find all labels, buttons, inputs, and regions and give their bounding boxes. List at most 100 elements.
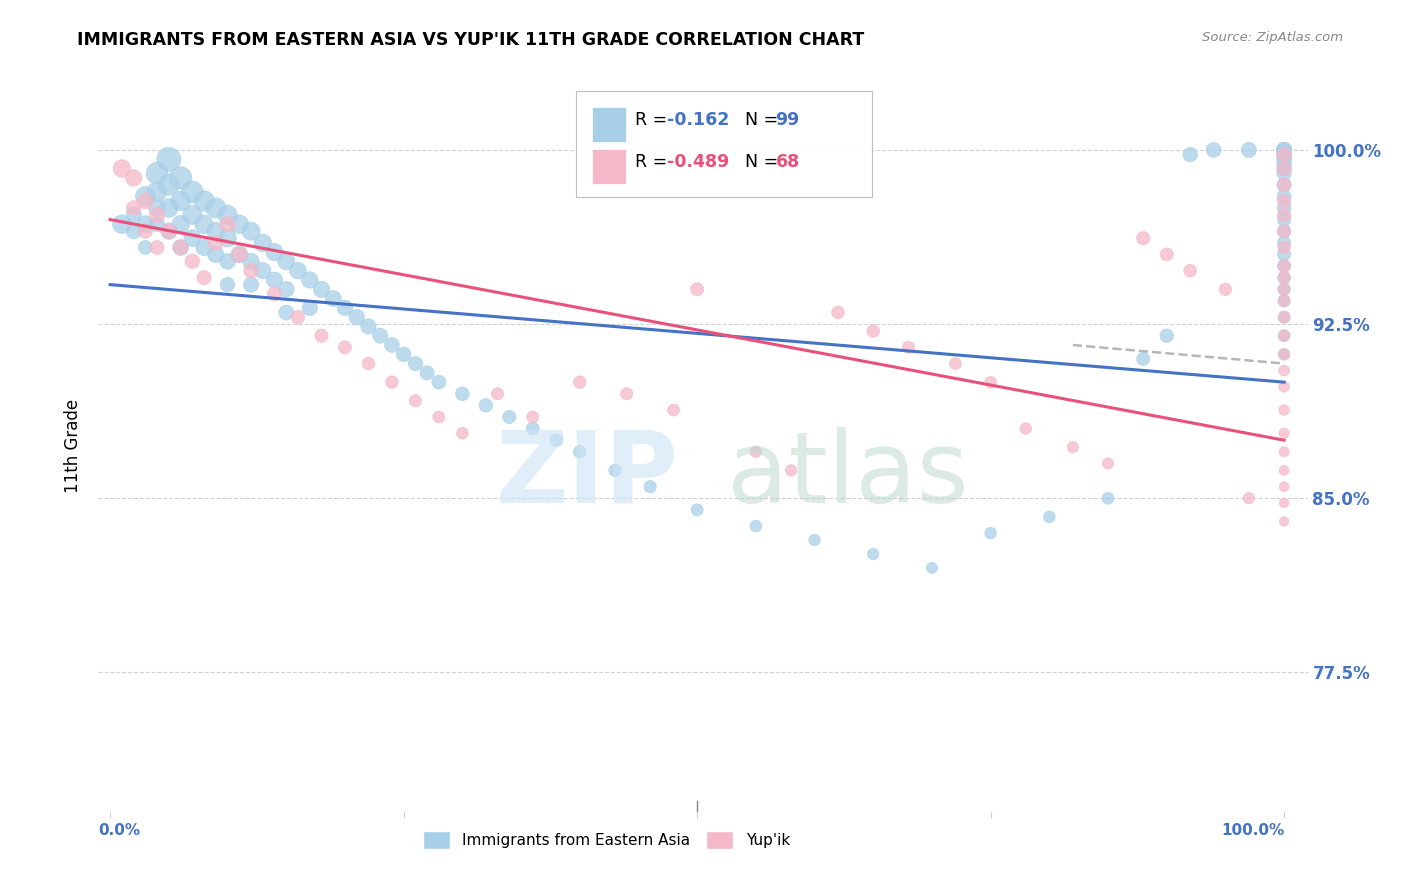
Point bbox=[1272, 147, 1295, 161]
Point bbox=[603, 463, 626, 477]
Point bbox=[498, 409, 520, 424]
Point bbox=[1272, 515, 1295, 529]
Point bbox=[298, 301, 321, 315]
Text: IMMIGRANTS FROM EASTERN ASIA VS YUP'IK 11TH GRADE CORRELATION CHART: IMMIGRANTS FROM EASTERN ASIA VS YUP'IK 1… bbox=[77, 31, 865, 49]
Point bbox=[1272, 143, 1295, 157]
Point bbox=[240, 224, 263, 238]
Point bbox=[1272, 259, 1295, 273]
Point bbox=[1272, 363, 1295, 377]
Point bbox=[862, 324, 884, 338]
Point bbox=[169, 240, 191, 254]
Point bbox=[1202, 143, 1225, 157]
Point bbox=[134, 224, 156, 238]
Point bbox=[357, 319, 380, 334]
Point bbox=[122, 201, 145, 215]
Point bbox=[1272, 212, 1295, 227]
Point bbox=[1272, 153, 1295, 167]
Text: -0.162: -0.162 bbox=[666, 111, 730, 129]
Point bbox=[381, 338, 404, 352]
Text: 100.0%: 100.0% bbox=[1220, 823, 1284, 838]
Point bbox=[662, 403, 685, 417]
Point bbox=[122, 170, 145, 185]
Point bbox=[1272, 189, 1295, 203]
Point bbox=[193, 194, 215, 208]
Point bbox=[181, 208, 204, 222]
Point bbox=[240, 277, 263, 292]
Point bbox=[686, 282, 709, 296]
Point bbox=[146, 217, 169, 231]
Point bbox=[134, 189, 156, 203]
Point bbox=[1272, 270, 1295, 285]
Point bbox=[1097, 491, 1119, 506]
Point bbox=[980, 526, 1002, 541]
Point bbox=[228, 247, 250, 261]
Point bbox=[357, 357, 380, 371]
Point bbox=[368, 328, 391, 343]
Point bbox=[522, 421, 544, 435]
Point bbox=[1272, 224, 1295, 238]
Point bbox=[1272, 403, 1295, 417]
Point bbox=[193, 270, 215, 285]
Point bbox=[333, 340, 356, 354]
Point bbox=[122, 224, 145, 238]
Point bbox=[451, 426, 474, 441]
Point bbox=[486, 386, 509, 401]
Y-axis label: 11th Grade: 11th Grade bbox=[65, 399, 83, 493]
Point bbox=[204, 201, 226, 215]
Point bbox=[1272, 463, 1295, 477]
Point bbox=[1272, 282, 1295, 296]
Point bbox=[157, 178, 180, 192]
Point bbox=[228, 217, 250, 231]
Point bbox=[616, 386, 638, 401]
Point bbox=[568, 445, 591, 459]
Point bbox=[157, 224, 180, 238]
Point bbox=[921, 561, 943, 575]
Text: R =: R = bbox=[636, 111, 668, 129]
Point bbox=[1272, 310, 1295, 325]
Point bbox=[181, 231, 204, 245]
Point bbox=[322, 292, 344, 306]
Point bbox=[122, 208, 145, 222]
Point bbox=[1015, 421, 1038, 435]
Point bbox=[827, 305, 849, 319]
Point bbox=[1272, 247, 1295, 261]
Point bbox=[181, 254, 204, 268]
Point bbox=[263, 273, 285, 287]
Point bbox=[1237, 491, 1260, 506]
Point bbox=[1132, 351, 1154, 366]
Point bbox=[1272, 259, 1295, 273]
Point bbox=[803, 533, 825, 547]
Point bbox=[945, 357, 967, 371]
Point bbox=[638, 480, 661, 494]
Point bbox=[427, 375, 450, 389]
Point bbox=[416, 366, 439, 380]
Point bbox=[1180, 147, 1202, 161]
Point bbox=[204, 235, 226, 250]
Point bbox=[217, 217, 239, 231]
Text: 0.0%: 0.0% bbox=[98, 823, 141, 838]
Point bbox=[1272, 328, 1295, 343]
Point bbox=[1272, 166, 1295, 180]
Point bbox=[1132, 231, 1154, 245]
Point bbox=[287, 263, 309, 277]
Point bbox=[546, 433, 568, 447]
Point bbox=[1272, 157, 1295, 171]
Point bbox=[1272, 445, 1295, 459]
Point bbox=[1272, 293, 1295, 308]
Point bbox=[146, 166, 169, 180]
Legend: Immigrants from Eastern Asia, Yup'ik: Immigrants from Eastern Asia, Yup'ik bbox=[416, 824, 796, 855]
Point bbox=[204, 247, 226, 261]
Point bbox=[276, 254, 298, 268]
Point bbox=[1272, 235, 1295, 250]
Point bbox=[134, 240, 156, 254]
Point bbox=[134, 217, 156, 231]
Point bbox=[193, 240, 215, 254]
Point bbox=[217, 254, 239, 268]
Point bbox=[1272, 178, 1295, 192]
Point bbox=[252, 263, 274, 277]
Text: 68: 68 bbox=[776, 153, 800, 171]
Point bbox=[1272, 208, 1295, 222]
Point bbox=[146, 185, 169, 199]
Point bbox=[897, 340, 920, 354]
Point bbox=[1272, 426, 1295, 441]
